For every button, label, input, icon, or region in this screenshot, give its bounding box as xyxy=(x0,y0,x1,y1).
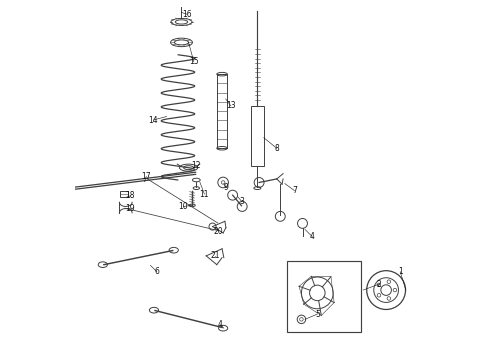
Bar xyxy=(217,74,227,148)
Text: 14: 14 xyxy=(148,116,158,125)
Text: 6: 6 xyxy=(154,267,159,276)
Text: 16: 16 xyxy=(182,10,192,19)
Text: 17: 17 xyxy=(142,172,151,181)
Text: 21: 21 xyxy=(210,251,220,260)
Text: 8: 8 xyxy=(274,144,279,153)
Text: 20: 20 xyxy=(214,227,223,236)
Text: 2: 2 xyxy=(377,280,381,289)
Text: 11: 11 xyxy=(200,190,209,199)
Text: 10: 10 xyxy=(178,202,188,211)
Text: 3: 3 xyxy=(239,197,244,206)
Text: 7: 7 xyxy=(292,186,297,195)
Text: 12: 12 xyxy=(191,161,200,170)
Text: 4: 4 xyxy=(218,320,223,329)
Text: 19: 19 xyxy=(125,204,135,213)
Bar xyxy=(120,191,128,197)
Text: 1: 1 xyxy=(398,267,403,276)
Text: 9: 9 xyxy=(223,183,228,192)
Text: 15: 15 xyxy=(189,57,198,66)
Text: 13: 13 xyxy=(226,102,236,111)
Text: 18: 18 xyxy=(125,192,135,201)
Text: 5: 5 xyxy=(315,310,320,319)
Bar xyxy=(251,106,264,166)
Text: 4: 4 xyxy=(310,232,315,241)
Bar xyxy=(287,261,361,332)
